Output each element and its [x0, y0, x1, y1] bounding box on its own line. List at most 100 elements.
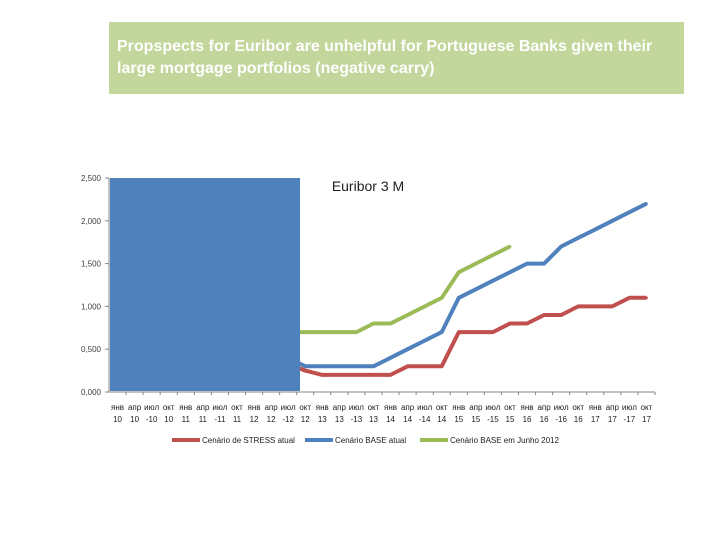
x-tick-label-bottom: 15 — [506, 415, 515, 424]
series-point-0 — [628, 296, 631, 300]
series-point-2 — [303, 330, 307, 334]
y-tick-label: 2,500 — [81, 174, 102, 183]
x-tick-label-top: апр — [401, 403, 415, 412]
x-tick-label-top: янв — [521, 403, 534, 412]
legend-marker-1 — [317, 438, 321, 442]
x-tick-label-top: янв — [452, 403, 465, 412]
series-point-0 — [320, 373, 324, 377]
x-tick-label-bottom: 13 — [369, 415, 378, 424]
series-point-0 — [576, 305, 580, 308]
x-tick-label-bottom: -15 — [487, 415, 499, 424]
series-point-1 — [440, 330, 444, 334]
series-point-2 — [440, 296, 444, 300]
x-tick-label-bottom: 14 — [437, 415, 446, 424]
series-line-1 — [287, 201, 648, 369]
x-tick-label-top: апр — [606, 403, 620, 412]
x-tick-label-bottom: 12 — [267, 415, 276, 424]
series-point-1 — [320, 364, 324, 368]
x-tick-label-bottom: 17 — [591, 415, 600, 424]
series-point-2 — [372, 322, 375, 325]
y-tick-label: 1,000 — [81, 302, 102, 311]
series-point-0 — [610, 305, 614, 308]
x-tick-label-bottom: 17 — [642, 415, 651, 424]
x-tick-label-top: апр — [128, 403, 142, 412]
x-tick-label-bottom: 15 — [454, 415, 463, 424]
series-point-1 — [303, 364, 307, 368]
x-tick-label-bottom: 10 — [113, 415, 122, 424]
series-point-1 — [372, 364, 375, 368]
x-tick-label-bottom: 11 — [182, 415, 191, 424]
series-point-2 — [474, 262, 478, 265]
y-tick-label: 1,500 — [81, 260, 102, 269]
x-tick-label-top: июл — [144, 403, 159, 412]
x-tick-label-bottom: 11 — [199, 415, 208, 424]
series-point-1 — [474, 287, 478, 291]
x-tick-label-top: апр — [196, 403, 210, 412]
legend-marker-2 — [432, 438, 436, 442]
series-point-0 — [303, 369, 307, 372]
x-tick-label-bottom: -16 — [555, 415, 567, 424]
x-tick-label-top: окт — [231, 403, 243, 412]
x-tick-label-top: апр — [264, 403, 278, 412]
x-tick-label-top: янв — [248, 403, 261, 412]
series-point-0 — [372, 373, 375, 377]
series-point-0 — [440, 364, 444, 368]
x-tick-label-top: апр — [333, 403, 347, 412]
series-point-1 — [355, 364, 358, 368]
series-point-1 — [457, 296, 461, 300]
x-tick-label-bottom: 16 — [574, 415, 583, 424]
x-tick-label-bottom: -14 — [419, 415, 431, 424]
x-tick-label-top: июл — [485, 403, 500, 412]
series-point-0 — [508, 322, 512, 325]
series-point-1 — [389, 356, 392, 360]
x-tick-label-top: июл — [622, 403, 637, 412]
overlay-block — [110, 178, 300, 391]
x-tick-label-top: окт — [163, 403, 175, 412]
x-tick-label-bottom: 10 — [164, 415, 173, 424]
x-tick-label-top: янв — [384, 403, 397, 412]
x-tick-label-bottom: -17 — [624, 415, 636, 424]
x-tick-label-bottom: 16 — [540, 415, 549, 424]
series-point-0 — [337, 373, 341, 377]
x-tick-label-top: окт — [436, 403, 448, 412]
x-tick-label-top: янв — [316, 403, 329, 412]
x-tick-label-bottom: 12 — [301, 415, 310, 424]
x-tick-label-bottom: 11 — [233, 415, 242, 424]
series-point-0 — [355, 373, 358, 377]
series-point-0 — [406, 364, 409, 368]
series-point-0 — [593, 305, 597, 308]
series-point-0 — [645, 296, 648, 300]
legend-marker-0 — [184, 438, 188, 442]
x-tick-label-top: апр — [537, 403, 551, 412]
x-tick-label-top: июл — [554, 403, 569, 412]
x-tick-label-top: июл — [417, 403, 432, 412]
chart-title: Euribor 3 M — [332, 178, 404, 194]
x-tick-label-bottom: 13 — [335, 415, 344, 424]
x-tick-label-bottom: 14 — [386, 415, 395, 424]
x-tick-label-bottom: 10 — [130, 415, 139, 424]
series-point-0 — [474, 330, 478, 334]
x-tick-label-top: июл — [349, 403, 364, 412]
x-tick-label-top: окт — [368, 403, 380, 412]
x-tick-label-top: окт — [641, 403, 653, 412]
series-point-1 — [576, 236, 580, 240]
series-point-2 — [491, 253, 495, 257]
series-point-2 — [337, 330, 341, 334]
series-point-2 — [406, 313, 409, 317]
x-tick-label-bottom: 17 — [608, 415, 617, 424]
series-point-1 — [610, 219, 614, 223]
series-point-1 — [542, 262, 546, 265]
series-point-1 — [593, 227, 597, 231]
x-tick-label-bottom: 14 — [403, 415, 412, 424]
legend-label-2: Cenário BASE em Junho 2012 — [450, 436, 560, 445]
series-point-1 — [406, 347, 409, 351]
series-point-2 — [320, 330, 324, 334]
slide-title: Propspects for Euribor are unhelpful for… — [117, 38, 653, 77]
x-tick-label-bottom: 12 — [250, 415, 259, 424]
x-tick-label-bottom: 13 — [318, 415, 327, 424]
series-point-1 — [628, 210, 631, 214]
x-tick-label-top: янв — [111, 403, 124, 412]
x-tick-label-top: июл — [212, 403, 227, 412]
series-point-2 — [355, 330, 358, 334]
x-tick-label-bottom: 16 — [523, 415, 532, 424]
